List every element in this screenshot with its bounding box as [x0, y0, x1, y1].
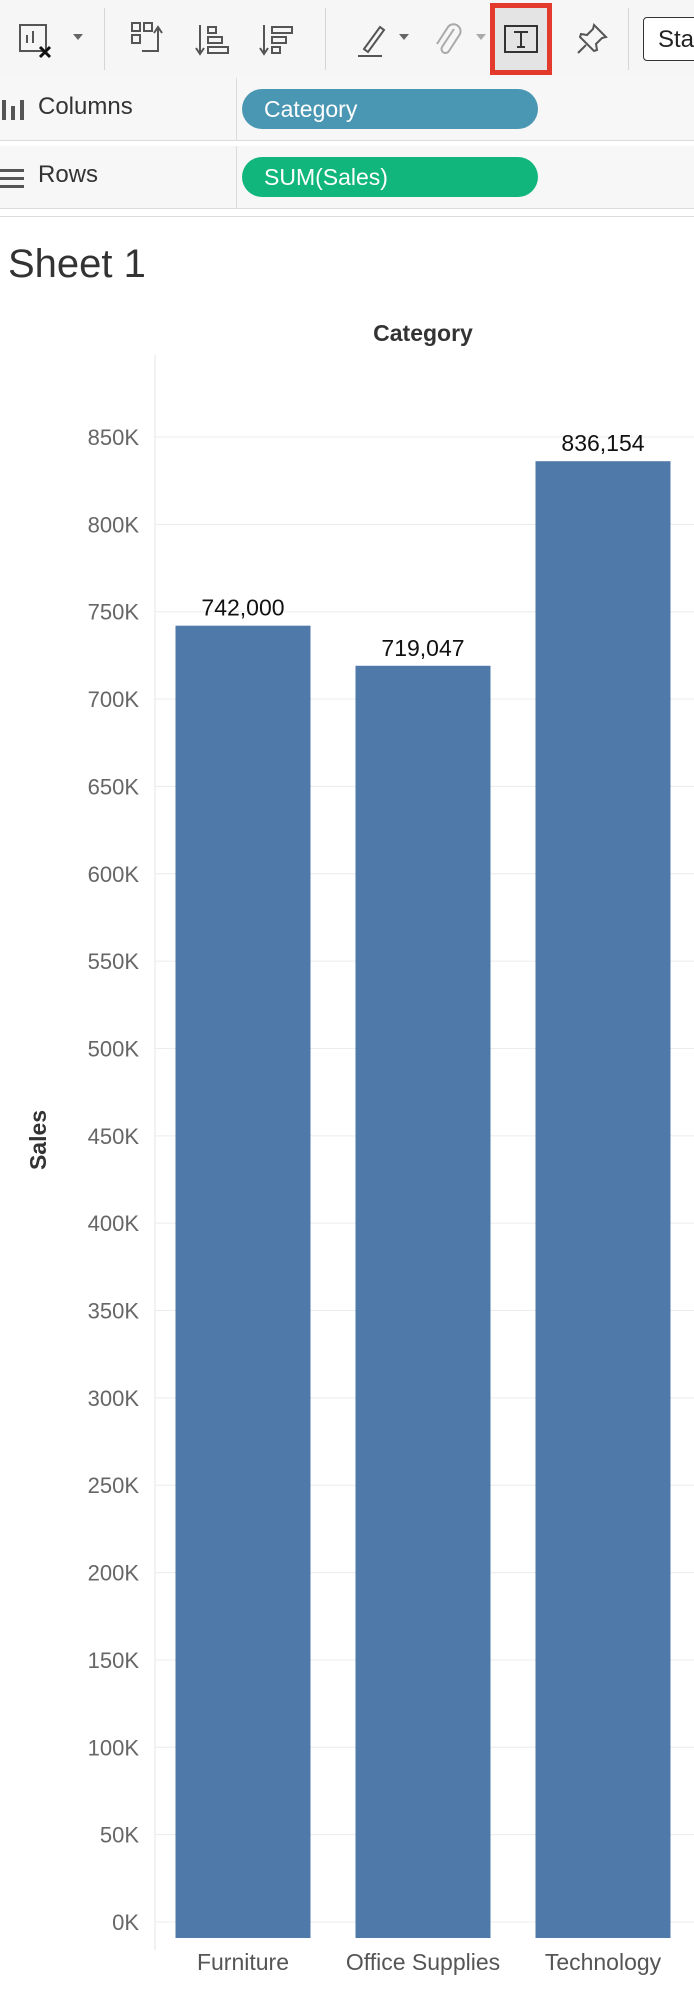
y-tick-label: 150K	[88, 1648, 140, 1673]
columns-icon	[2, 100, 24, 120]
rows-pill-sum-sales[interactable]: SUM(Sales)	[242, 157, 538, 197]
bar-chart: 0K 50K 100K 150K 200K 250K 300K 350K 400K 450K 500…	[25, 320, 694, 1975]
y-tick-label: 600K	[88, 862, 140, 887]
bar-value-label: 836,154	[561, 430, 644, 456]
toolbar-divider	[325, 8, 326, 70]
clear-sheet-dropdown[interactable]	[73, 34, 83, 40]
y-tick-label: 800K	[88, 512, 140, 537]
y-tick-label: 650K	[88, 774, 140, 799]
y-tick-label: 350K	[88, 1299, 140, 1324]
x-category-label: Technology	[545, 1949, 662, 1975]
rows-shelf-label: Rows	[38, 161, 99, 188]
columns-shelf: Columns Category	[0, 78, 694, 141]
x-category-label: Office Supplies	[346, 1949, 500, 1975]
text-label-icon[interactable]	[502, 10, 540, 68]
y-tick-label: 550K	[88, 949, 140, 974]
y-tick-label: 700K	[88, 687, 140, 712]
attach-icon[interactable]	[428, 10, 468, 68]
y-tick-label: 450K	[88, 1124, 140, 1149]
columns-shelf-label: Columns	[38, 93, 133, 120]
y-tick-label: 50K	[100, 1823, 139, 1848]
column-header-title: Category	[373, 320, 473, 346]
sort-descending-icon[interactable]	[256, 10, 296, 68]
swap-rows-columns-icon[interactable]	[128, 10, 168, 68]
bar-value-label: 719,047	[381, 635, 464, 661]
highlight-icon[interactable]	[352, 10, 392, 68]
pin-icon[interactable]	[572, 10, 612, 68]
y-tick-label: 850K	[88, 425, 140, 450]
bar-office-supplies[interactable]	[355, 665, 491, 1938]
columns-pill-category[interactable]: Category	[242, 89, 538, 129]
rows-shelf: Rows SUM(Sales)	[0, 146, 694, 209]
y-tick-label: 500K	[88, 1036, 140, 1061]
sort-ascending-icon[interactable]	[192, 10, 232, 68]
toolbar: Sta	[0, 0, 694, 79]
y-tick-label: 300K	[88, 1386, 140, 1411]
clear-sheet-icon[interactable]	[14, 10, 54, 68]
rows-icon	[0, 169, 24, 188]
attach-dropdown[interactable]	[476, 34, 486, 40]
bar-labels: 742,000 719,047 836,154	[201, 430, 644, 661]
y-tick-label: 750K	[88, 600, 140, 625]
toolbar-divider	[628, 8, 629, 70]
shelf-divider	[0, 216, 694, 217]
highlight-dropdown[interactable]	[399, 34, 409, 40]
bar-technology[interactable]	[535, 461, 671, 1939]
fit-standard-select[interactable]: Sta	[643, 17, 694, 61]
y-tick-label: 0K	[112, 1910, 139, 1935]
y-axis-title: Sales	[25, 1110, 51, 1170]
y-tick-label: 100K	[88, 1735, 140, 1760]
bars	[175, 461, 671, 1939]
x-axis-categories: Furniture Office Supplies Technology	[197, 1949, 662, 1975]
toolbar-divider	[104, 8, 105, 70]
bar-furniture[interactable]	[175, 625, 311, 1938]
sheet-title: Sheet 1	[8, 242, 146, 286]
bar-value-label: 742,000	[201, 595, 284, 621]
y-tick-label: 400K	[88, 1211, 140, 1236]
x-category-label: Furniture	[197, 1949, 289, 1975]
rows-shelf-header: Rows	[0, 146, 237, 208]
y-tick-label: 200K	[88, 1561, 140, 1586]
y-axis-ticks: 0K 50K 100K 150K 200K 250K 300K 350K 400K 450K 500…	[88, 425, 140, 1935]
y-tick-label: 250K	[88, 1473, 140, 1498]
columns-shelf-header: Columns	[0, 78, 237, 140]
